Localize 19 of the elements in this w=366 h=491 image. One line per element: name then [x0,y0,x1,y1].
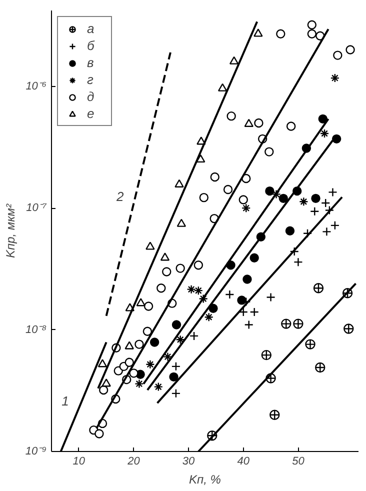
legend-label: б [87,38,96,53]
x-tick-label: 30 [182,456,196,468]
y-tick-label: 10⁻⁹ [25,446,47,458]
legend-label: д [87,89,96,104]
y-tick-label: 10⁻⁷ [26,202,48,214]
y-tick-label: 10⁻⁸ [26,324,47,336]
x-axis-title: Kп, % [189,472,222,486]
x-tick-label: 50 [292,456,306,468]
y-axis-title: Kпр, мкм² [3,202,18,258]
legend-label: а [87,21,96,36]
legend-label: г [87,72,94,87]
annotation: 1 [62,393,69,408]
x-tick-label: 10 [72,456,86,468]
x-tick-label: 40 [237,456,250,468]
legend-label: е [87,106,96,121]
legend-label: в [87,55,95,70]
annotation: 2 [116,189,124,204]
x-tick-label: 20 [126,456,141,468]
y-tick-label: 10⁻⁶ [26,80,47,92]
